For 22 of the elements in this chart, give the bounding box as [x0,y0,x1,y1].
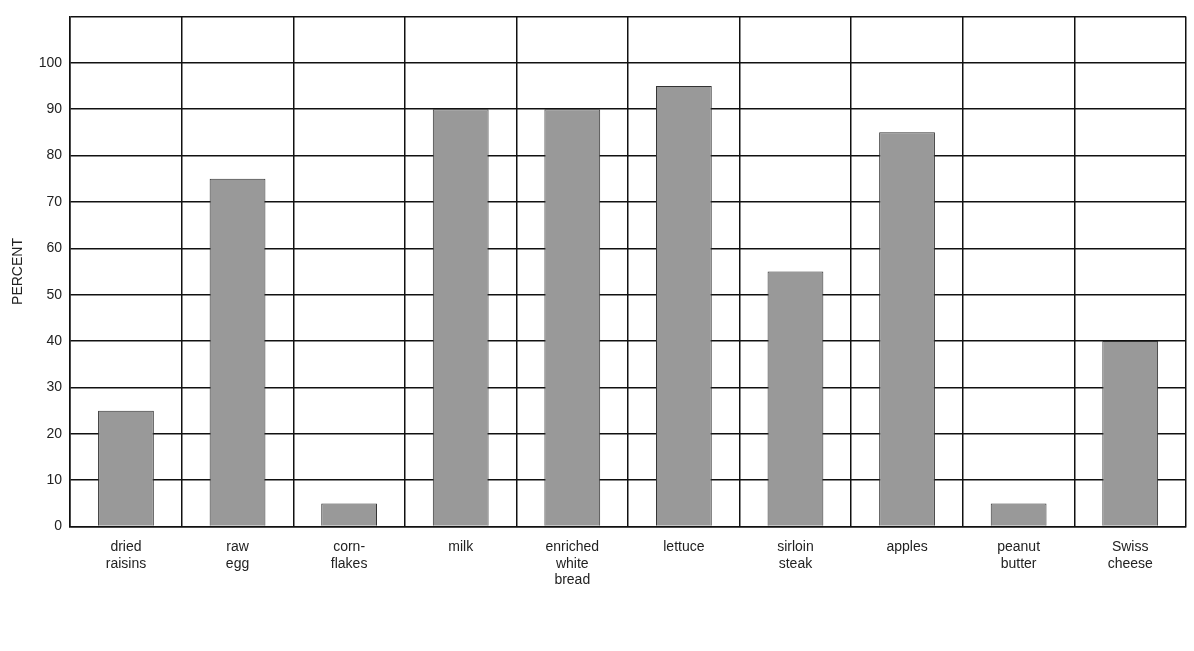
x-tick-label: raw egg [225,537,250,571]
y-tick-label: 80 [46,146,63,163]
y-tick-label: 70 [46,192,63,209]
x-tick-label: lettuce [663,537,705,554]
x-tick-label: corn- flakes [330,537,368,571]
x-tick-label: dried raisins [105,537,147,571]
y-tick-label: 10 [46,471,63,488]
x-tick-label: enriched white bread [545,537,600,588]
x-tick-label: milk [448,537,475,554]
x-tick-label: sirloin steak [777,537,814,571]
y-tick-label: 0 [54,517,63,534]
y-tick-label: 20 [46,424,63,441]
y-tick-label: 40 [46,331,63,348]
y-tick-label: 50 [46,285,63,302]
y-tick-label: 60 [46,239,63,256]
x-tick-label: peanut butter [997,537,1041,571]
x-tick-label: apples [886,537,928,554]
y-tick-label: 90 [46,100,63,117]
x-tick-label: Swiss cheese [1107,537,1153,571]
y-tick-label: 30 [46,378,63,395]
y-tick-label: 100 [38,53,63,70]
y-axis-title: PERCENT [9,237,26,305]
